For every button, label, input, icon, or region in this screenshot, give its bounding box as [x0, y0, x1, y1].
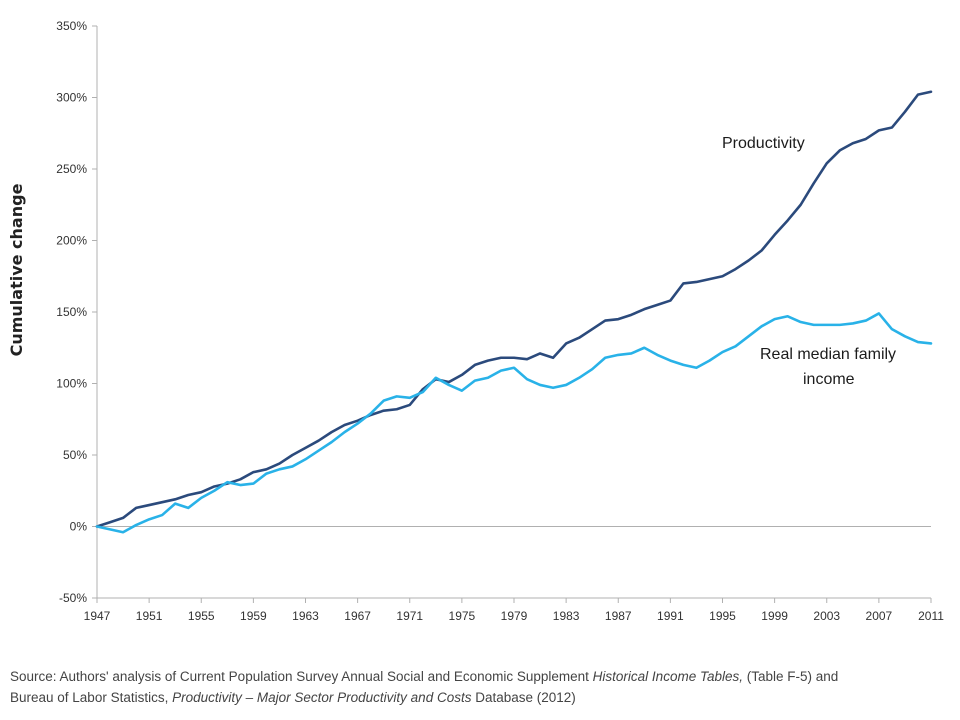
x-tick-label: 1951 — [136, 609, 163, 623]
x-tick-label: 1955 — [188, 609, 215, 623]
source-line-2-text: Bureau of Labor Statistics, — [10, 690, 173, 705]
y-axis-title: Cumulative change — [7, 183, 26, 356]
series-lines — [95, 90, 933, 534]
source-line-1-text: Source: Authors' analysis of Current Pop… — [10, 669, 593, 684]
income-series-label-line1: Real median family — [760, 346, 896, 363]
y-axis-ticks: -50% 0% 50% 100% 150% 200% 250% 300% 350% — [56, 19, 97, 605]
source-note: Source: Authors' analysis of Current Pop… — [10, 666, 950, 708]
income-series-label-line2: income — [803, 371, 855, 388]
x-tick-label: 1999 — [761, 609, 788, 623]
x-tick-label: 1967 — [344, 609, 371, 623]
x-tick-label: 1995 — [709, 609, 736, 623]
source-line-2: Bureau of Labor Statistics, Productivity… — [10, 687, 950, 708]
y-tick-label: 350% — [56, 19, 87, 33]
x-tick-label: 1979 — [501, 609, 528, 623]
productivity-series-label: Productivity — [722, 135, 805, 152]
x-tick-label: 2011 — [918, 609, 944, 623]
x-axis-ticks: 1947 1951 1955 1959 1963 1967 1971 1975 1979 1983… — [84, 598, 944, 623]
x-tick-label: 2003 — [813, 609, 840, 623]
source-line-1-italic: Historical Income Tables, — [592, 669, 743, 684]
x-tick-label: 1963 — [292, 609, 319, 623]
y-tick-label: -50% — [59, 591, 87, 605]
x-tick-label: 1987 — [605, 609, 632, 623]
x-tick-label: 2007 — [866, 609, 893, 623]
x-tick-label: 1991 — [657, 609, 684, 623]
y-tick-label: 50% — [63, 448, 87, 462]
source-line-2-italic: Productivity – Major Sector Productivity… — [172, 690, 472, 705]
x-tick-label: 1959 — [240, 609, 267, 623]
line-chart: -50%0%50%100%150%200%250%300%350% 1947 19… — [7, 19, 944, 623]
income-line — [95, 312, 933, 534]
x-tick-label: 1947 — [84, 609, 111, 623]
y-tick-label: 250% — [56, 162, 87, 176]
x-tick-label: 1971 — [396, 609, 423, 623]
source-line-1: Source: Authors' analysis of Current Pop… — [10, 666, 950, 687]
source-line-1-end: (Table F-5) and — [743, 669, 839, 684]
x-tick-label: 1983 — [553, 609, 580, 623]
y-tick-label: 300% — [56, 91, 87, 105]
y-tick-label: 150% — [56, 305, 87, 319]
source-line-2-end: Database (2012) — [471, 690, 576, 705]
y-tick-label: 100% — [56, 377, 87, 391]
productivity-line — [95, 90, 933, 528]
x-tick-label: 1975 — [449, 609, 476, 623]
y-tick-label: 0% — [70, 520, 88, 534]
y-tick-label: 200% — [56, 234, 87, 248]
